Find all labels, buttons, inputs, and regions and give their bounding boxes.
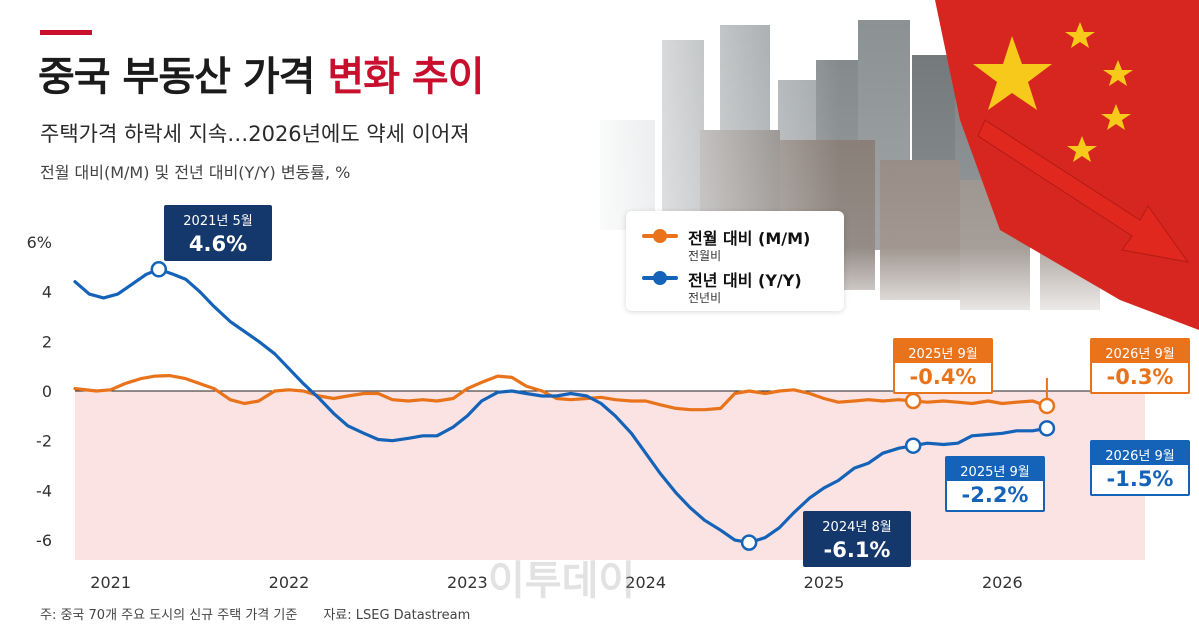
series-marker (150, 261, 168, 278)
watermark-logo: 이투데이 (488, 558, 636, 604)
callout-mm-2025-value: -0.4% (895, 363, 991, 392)
x-axis-ticks: 2021 2022 2023 2024 2025 2026 (90, 573, 1022, 592)
callout-yy-peak-value: 4.6% (166, 230, 270, 259)
title-highlight: 변화 추이 (327, 54, 484, 100)
footer-basis: 주: 중국 70개 주요 도시의 신규 주택 가격 기준 (40, 608, 298, 623)
page-title: 중국 부동산 가격 변화 추이 (38, 44, 485, 102)
y-tick-label: -2 (36, 432, 52, 451)
legend-label-mm: 전월 대비 (M/M) (688, 229, 811, 248)
legend-marker-mm (653, 229, 667, 243)
y-tick-label: 6% (27, 233, 52, 252)
callout-yy-peak: 2021년 5월 4.6% (164, 205, 272, 261)
y-tick-label: -4 (36, 481, 52, 500)
subtitle: 주택가격 하락세 지속…2026년에도 약세 이어져 (40, 122, 470, 146)
x-tick-label: 2022 (269, 573, 310, 592)
series-marker (1038, 420, 1056, 437)
series-marker (1038, 397, 1056, 415)
x-tick-label: 2021 (90, 573, 131, 592)
callout-yy-2025: 2025년 9월 -2.2% (945, 456, 1045, 512)
y-tick-label: 0 (42, 382, 52, 401)
unit-note: 전월 대비(M/M) 및 전년 대비(Y/Y) 변동률, % (40, 163, 351, 182)
x-tick-label: 2023 (447, 573, 488, 592)
legend-sublabel-yy: 전년비 (688, 291, 722, 305)
callout-yy-low: 2024년 8월 -6.1% (803, 511, 911, 567)
y-tick-label: -6 (36, 531, 52, 550)
callout-yy-2026-date: 2026년 9월 (1105, 449, 1175, 464)
series-line-mm (73, 374, 1049, 412)
callout-yy-low-date: 2024년 8월 (822, 520, 892, 535)
legend-sublabel-mm: 전월비 (688, 249, 722, 263)
china-flag-graphic (935, 0, 1199, 330)
series-marker (904, 392, 922, 410)
x-tick-label: 2025 (804, 573, 845, 592)
series-marker (904, 437, 922, 454)
x-tick-label: 2026 (982, 573, 1023, 592)
footer-source: 자료: LSEG Datastream (323, 608, 471, 623)
series-markers (150, 261, 1056, 551)
callout-mm-2025-date: 2025년 9월 (908, 347, 978, 362)
callout-yy-2025-date: 2025년 9월 (960, 465, 1030, 480)
callout-mm-2026-date: 2026년 9월 (1105, 347, 1175, 362)
series-layer (73, 267, 1049, 545)
series-marker (740, 534, 758, 551)
legend-label-yy: 전년 대비 (Y/Y) (688, 271, 802, 290)
footer-note: 주: 중국 70개 주요 도시의 신규 주택 가격 기준 자료: LSEG Dat… (40, 604, 470, 623)
callout-yy-2026: 2026년 9월 -1.5% (1090, 440, 1190, 496)
y-tick-label: 2 (42, 332, 52, 351)
y-tick-label: 4 (42, 283, 52, 302)
callout-yy-2025-value: -2.2% (947, 481, 1043, 510)
chart-legend: 전월 대비 (M/M) 전월비 전년 대비 (Y/Y) 전년비 (626, 211, 844, 311)
x-tick-label: 2024 (625, 573, 666, 592)
title-accent-bar (40, 30, 92, 35)
callout-mm-2026: 2026년 9월 -0.3% (1090, 338, 1190, 394)
callout-mm-2026-value: -0.3% (1092, 363, 1188, 392)
callout-yy-peak-date: 2021년 5월 (183, 214, 253, 229)
legend-marker-yy (653, 271, 667, 285)
y-axis-ticks: 6% 4 2 0 -2 -4 -6 (27, 233, 52, 550)
callout-yy-2026-value: -1.5% (1092, 465, 1188, 494)
series-line-yy (73, 267, 1049, 545)
callout-yy-low-value: -6.1% (805, 536, 909, 565)
callout-mm-2025: 2025년 9월 -0.4% (893, 338, 993, 394)
title-main: 중국 부동산 가격 (38, 54, 328, 100)
